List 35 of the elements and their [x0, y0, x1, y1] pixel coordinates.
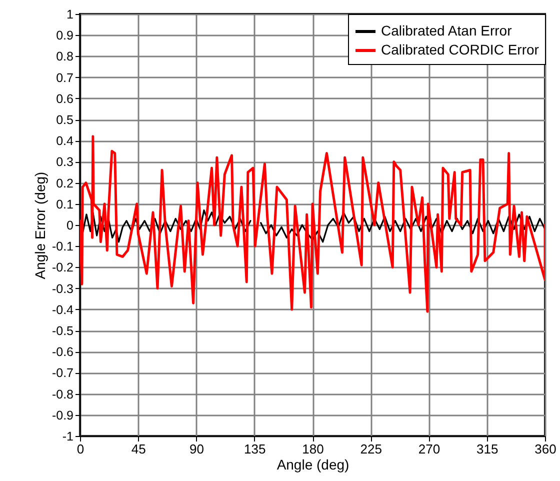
y-tick-label: 0.8 — [56, 50, 74, 64]
y-tick-label: -0.8 — [52, 387, 74, 402]
x-tick-label: 315 — [476, 442, 498, 456]
legend-label: Calibrated CORDIC Error — [381, 42, 540, 58]
x-tick-label: 90 — [190, 442, 204, 456]
line-series — [80, 135, 545, 313]
y-tick-label: 0.2 — [56, 176, 74, 190]
x-tick-label: 45 — [131, 442, 146, 456]
x-tick-label: 360 — [534, 442, 556, 456]
y-tick-label: 0.9 — [56, 28, 74, 43]
x-tick-label: 180 — [302, 442, 324, 456]
y-tick-label: 1 — [66, 8, 74, 22]
y-tick-label: -0.7 — [52, 366, 74, 380]
y-tick-label: 0.6 — [56, 92, 74, 106]
y-tick-label: -0.2 — [52, 260, 74, 275]
x-tick-label: 0 — [76, 442, 84, 456]
x-axis-title: Angle (deg) — [276, 456, 350, 472]
y-tick-label: -0.3 — [52, 282, 74, 296]
y-tick-label: -0.9 — [52, 408, 74, 422]
y-tick-label: -0.5 — [52, 324, 74, 338]
y-axis-title: Angle Error (deg) — [32, 172, 48, 280]
legend-label: Calibrated Atan Error — [381, 22, 512, 38]
y-tick-label: -0.1 — [52, 240, 74, 254]
y-tick-label: -0.4 — [52, 302, 74, 317]
y-tick-label: -0.6 — [52, 345, 74, 360]
x-tick-label: 135 — [244, 442, 266, 456]
y-tick-label: 0.7 — [56, 70, 74, 85]
y-tick-label: -1 — [62, 430, 74, 444]
y-tick-label: 0.1 — [56, 197, 74, 212]
x-tick-label: 270 — [418, 442, 440, 456]
y-tick-label: 0.4 — [56, 134, 74, 148]
y-tick-label: 0 — [66, 218, 74, 232]
x-tick-label: 225 — [360, 442, 382, 456]
y-tick-label: 0.3 — [56, 155, 74, 170]
y-tick-label: 0.5 — [56, 113, 74, 127]
